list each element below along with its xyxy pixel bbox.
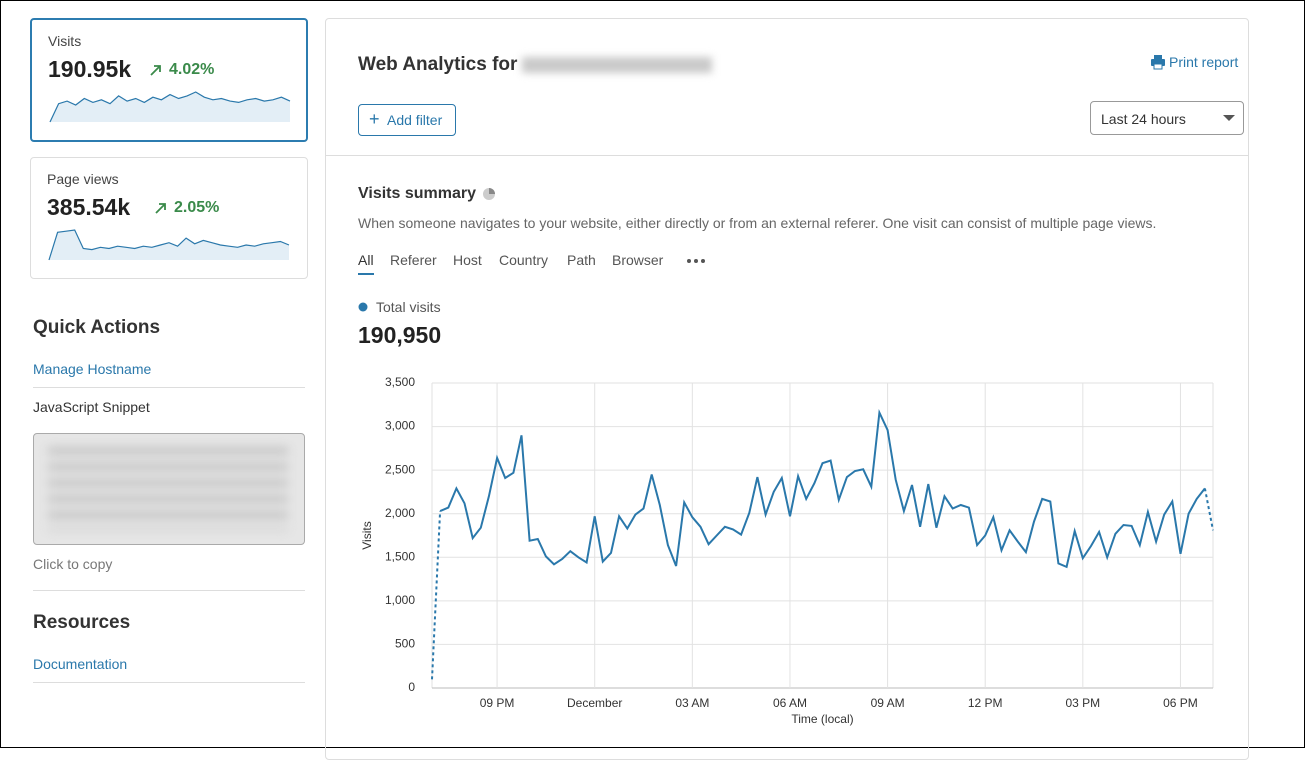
x-tick-label: 06 AM xyxy=(773,696,807,710)
x-tick-label: 03 AM xyxy=(675,696,709,710)
divider xyxy=(326,155,1248,156)
sparkline xyxy=(48,229,290,261)
page-title: Web Analytics for xyxy=(358,54,518,75)
x-tick-label: 09 AM xyxy=(871,696,905,710)
up-arrow xyxy=(155,203,166,214)
sparkline-line xyxy=(48,229,290,261)
print-report[interactable]: Print report xyxy=(1169,54,1239,70)
sparkline-area xyxy=(49,230,289,260)
button-label: Add filter xyxy=(387,112,443,128)
info-icon xyxy=(483,188,495,200)
snippet-label: JavaScript Snippet xyxy=(33,399,150,415)
sparkline xyxy=(49,91,291,123)
card-change: 4.02% xyxy=(169,61,215,78)
tab[interactable]: Browser xyxy=(612,252,664,268)
more-tabs[interactable] xyxy=(686,257,706,265)
section-title: Quick Actions xyxy=(33,317,161,338)
x-tick-label: 03 PM xyxy=(1065,696,1100,710)
card-label: Visits xyxy=(48,33,82,49)
card-value: 385.54k xyxy=(47,194,131,220)
tab[interactable]: Path xyxy=(567,252,596,268)
copy-hint: Click to copy xyxy=(33,556,113,572)
sparkline-area xyxy=(50,92,290,122)
divider xyxy=(33,590,305,591)
tab[interactable]: Referer xyxy=(390,252,437,268)
y-axis-title: Visits xyxy=(360,521,374,549)
x-tick-label: 09 PM xyxy=(480,696,515,710)
x-tick-label: December xyxy=(567,696,622,710)
section-title: Resources xyxy=(33,612,131,633)
link[interactable]: Documentation xyxy=(33,656,128,672)
plus-icon: + xyxy=(369,109,380,129)
y-tick-label: 3,000 xyxy=(385,419,415,433)
card-value: 190.95k xyxy=(48,56,132,82)
tab[interactable]: Host xyxy=(453,252,482,268)
y-tick-label: 2,000 xyxy=(385,506,415,520)
sparkline-line xyxy=(49,91,291,123)
y-tick-label: 1,500 xyxy=(385,549,415,563)
y-tick-label: 0 xyxy=(408,680,415,694)
y-tick-label: 500 xyxy=(395,637,415,651)
x-tick-label: 06 PM xyxy=(1163,696,1198,710)
tab[interactable]: All xyxy=(358,252,374,275)
tab[interactable]: Country xyxy=(499,252,549,268)
section-title: Visits summary xyxy=(358,185,476,202)
caret xyxy=(1223,115,1235,121)
pageviews-card[interactable]: Page views 385.54k 2.05% xyxy=(30,157,308,279)
divider xyxy=(33,387,305,388)
line-incomplete xyxy=(431,511,442,680)
x-tick-label: 12 PM xyxy=(968,696,1003,710)
blurred-domain xyxy=(522,57,712,73)
y-tick-label: 3,500 xyxy=(385,375,415,389)
x-axis-title: Time (local) xyxy=(791,712,853,726)
link[interactable]: Manage Hostname xyxy=(33,361,152,377)
snippet-box[interactable] xyxy=(33,433,305,545)
total-value: 190,950 xyxy=(358,322,442,348)
line xyxy=(439,408,1206,569)
add-filter-button[interactable]: + Add filter xyxy=(358,104,456,136)
print-icon xyxy=(1151,55,1165,70)
divider xyxy=(33,682,305,683)
y-tick-label: 1,000 xyxy=(385,593,415,607)
line-incomplete xyxy=(1203,488,1214,531)
up-arrow xyxy=(150,65,161,76)
y-tick-label: 2,500 xyxy=(385,462,415,476)
legend-label: Total visits xyxy=(376,299,441,315)
visits-card[interactable]: Visits 190.95k 4.02% xyxy=(30,18,308,142)
description: When someone navigates to your website, … xyxy=(358,215,1157,231)
select-label: Last 24 hours xyxy=(1101,111,1186,127)
card-change: 2.05% xyxy=(174,199,220,216)
legend-dot xyxy=(358,302,368,312)
card-label: Page views xyxy=(47,171,119,187)
range-select[interactable]: Last 24 hours xyxy=(1090,101,1244,135)
blurred-code xyxy=(48,448,288,530)
